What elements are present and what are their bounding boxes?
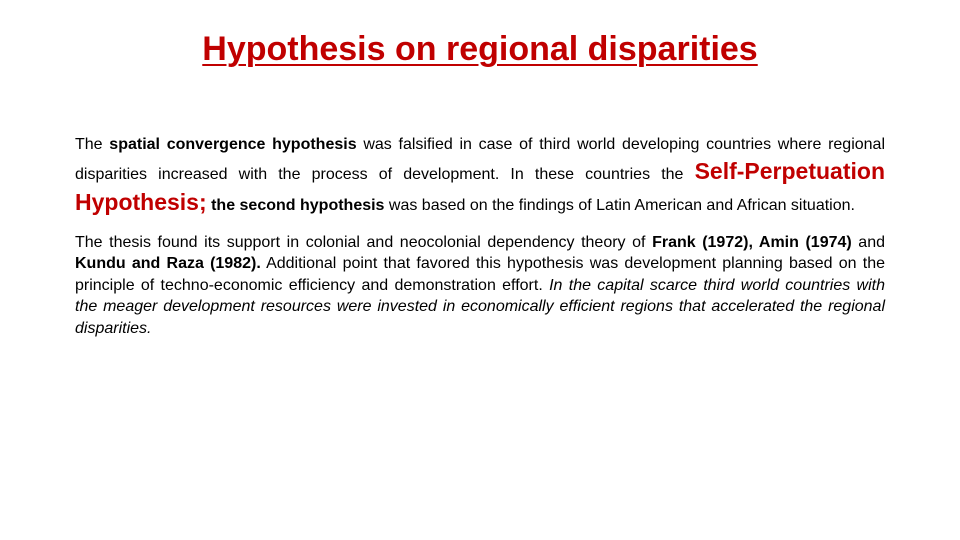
p2-author: Kundu and Raza (1982). [75, 255, 261, 272]
p1-bold-term: spatial convergence hypothesis [109, 136, 356, 153]
slide-container: Hypothesis on regional disparities The s… [0, 0, 960, 540]
p2-text: and [852, 234, 885, 251]
p2-author: Frank (1972), Amin (1974) [652, 234, 852, 251]
paragraph-1: The spatial convergence hypothesis was f… [75, 134, 885, 218]
slide-title: Hypothesis on regional disparities [115, 30, 845, 69]
paragraph-2: The thesis found its support in colonial… [75, 232, 885, 340]
p1-text: was based on the findings of Latin Ameri… [384, 197, 855, 214]
p1-text: The [75, 136, 109, 153]
p1-bold-term: the second hypothesis [207, 197, 385, 214]
p2-text: The thesis found its support in colonial… [75, 234, 652, 251]
